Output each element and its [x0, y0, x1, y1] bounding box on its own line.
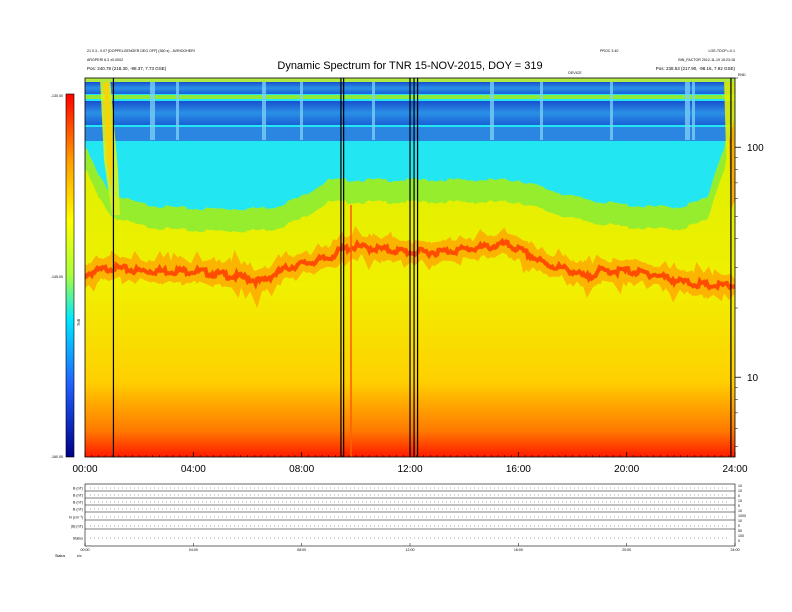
bottom-right-label-2: 0	[738, 494, 740, 498]
footer-status: Status	[55, 554, 65, 558]
colorbar	[65, 93, 75, 458]
bottom-x-tick-label-0: 00:00	[81, 548, 90, 552]
bottom-row-label-5: |B| (nT)	[71, 525, 83, 529]
header-end: END	[738, 73, 746, 77]
data-gap-lines	[112, 78, 732, 457]
mid-spike	[350, 205, 352, 457]
header-proc: PROC 3.40	[600, 49, 618, 53]
bottom-x-tick-label-1: 04:00	[189, 548, 198, 552]
bottom-x-tick-label-4: 16:00	[514, 548, 523, 552]
green-transition-band	[85, 92, 735, 233]
bottom-rows: B (nT) B (nT) B (nT) B (nT) N (cm⁻³) |B| (nT)…	[69, 484, 746, 543]
x-tick-label-3: 12:00	[397, 464, 422, 475]
bottom-right-label-3: 10	[738, 499, 742, 503]
bottom-right-label-11: 0	[738, 539, 740, 543]
header-right-line3: Pos: 238.53 (217.90, -98.16, 7.92 GSE)	[656, 66, 736, 71]
bottom-right-label-5: 10	[738, 509, 742, 513]
left-burst-core	[104, 78, 113, 190]
bottom-row-label-1: B (nT)	[73, 494, 83, 498]
y-tick-label-1: 100	[747, 143, 764, 154]
bottom-right-label-7: 10	[738, 519, 742, 523]
bottom-row-label-0: B (nT)	[73, 487, 83, 491]
header-left-line3: Pos: 240.78 (218.30, -98.37, 7.73 GSE)	[87, 66, 167, 71]
bottom-row-label-4: N (cm⁻³)	[69, 516, 83, 520]
bottom-right-label-1: 10	[738, 489, 742, 493]
x-tick-label-2: 08:00	[289, 464, 314, 475]
colorbar-tick-bottom: -160.00	[51, 455, 63, 459]
x-tick-label-0: 00:00	[72, 464, 97, 475]
bottom-right-label-8: 0	[738, 524, 740, 528]
footer-unit: s/c	[77, 554, 82, 558]
header-right-line2: BIN_FACTOR 2012-11-19 15:23:18	[678, 58, 735, 62]
header-left-line2: ARGPERI 6.3 ±0.0002	[87, 58, 123, 62]
bottom-right-label-9: 50	[738, 529, 742, 533]
x-tick-label-1: 04:00	[181, 464, 206, 475]
colorbar-label: TNR	[77, 318, 81, 326]
bottom-row-label-3: B (nT)	[73, 508, 83, 512]
bottom-right-label-10: 100	[738, 534, 744, 538]
chart-title: Dynamic Spectrum for TNR 15-NOV-2015, DO…	[277, 60, 542, 72]
x-axis: 00:00 04:00 08:00 12:00 16:00 20:00 24:00	[72, 452, 748, 475]
bottom-panel: B (nT) B (nT) B (nT) B (nT) N (cm⁻³) |B| (nT)…	[55, 483, 746, 558]
y-axis: 10 100	[735, 77, 764, 447]
bottom-right-label-6: 1000	[738, 514, 746, 518]
bottom-x-axis: 00:00 04:00 08:00 12:00 16:00 20:00 24:00	[81, 543, 740, 552]
colorbar-tick-mid: -145.00	[51, 275, 63, 279]
spectrogram-area	[85, 78, 735, 457]
y-tick-label-0: 10	[747, 373, 759, 384]
light-streaks	[150, 82, 695, 140]
bottom-right-label-4: 0	[738, 504, 740, 508]
bottom-panel-frame	[84, 483, 736, 547]
header-right-line1: LOE-TDCP=-0.1	[709, 49, 735, 53]
x-tick-label-6: 24:00	[722, 464, 747, 475]
bottom-right-label-0: 10	[738, 484, 742, 488]
bottom-row-label-6: Status	[73, 537, 83, 541]
bottom-x-tick-label-3: 12:00	[406, 548, 415, 552]
bottom-x-tick-label-6: 24:00	[731, 548, 740, 552]
bottom-x-tick-label-2: 08:00	[297, 548, 306, 552]
header-left-line1: 21 0.3 - 0.07 [DOPPELGENGER DEG OFF] (36…	[87, 49, 195, 53]
header-device: DEVICE	[568, 71, 582, 75]
x-tick-label-4: 16:00	[506, 464, 531, 475]
x-tick-label-5: 20:00	[614, 464, 639, 475]
colorbar-tick-top: -130.00	[51, 94, 63, 98]
bottom-row-label-2: B (nT)	[73, 501, 83, 505]
bottom-x-tick-label-5: 20:00	[622, 548, 631, 552]
